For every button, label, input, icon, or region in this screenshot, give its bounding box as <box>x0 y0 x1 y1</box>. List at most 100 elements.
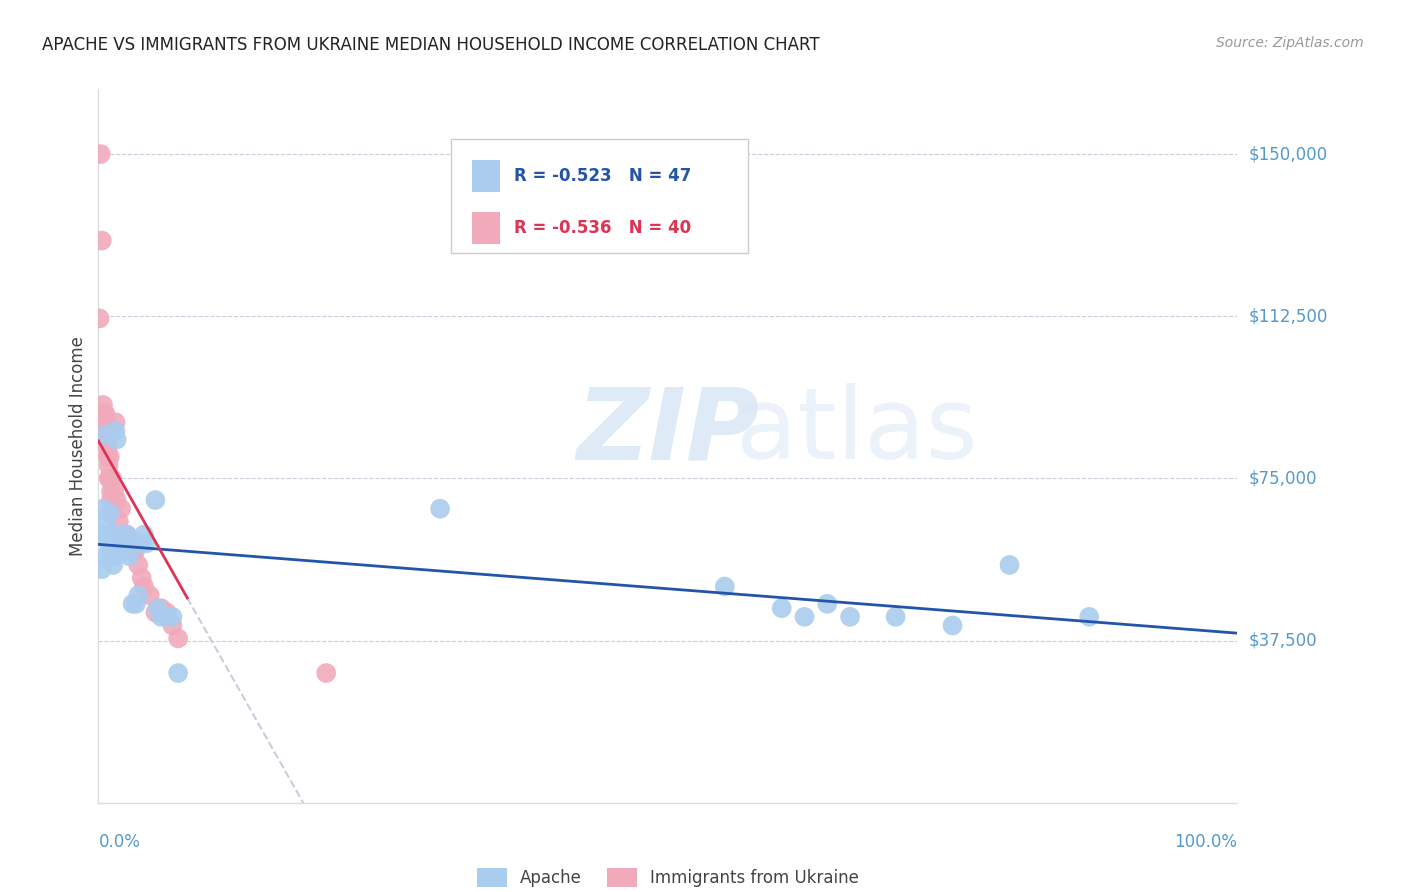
Point <box>98 527 121 541</box>
Point <box>120 536 142 550</box>
Point <box>100 493 122 508</box>
Point <box>93 424 115 438</box>
Point <box>90 147 112 161</box>
Point <box>121 597 143 611</box>
Point <box>112 536 135 550</box>
Point <box>167 666 190 681</box>
Point <box>104 415 127 429</box>
Point <box>793 610 815 624</box>
Point <box>315 666 337 681</box>
Text: $112,500: $112,500 <box>1249 307 1327 326</box>
Point <box>167 632 190 646</box>
Point <box>94 549 117 564</box>
Point <box>115 527 138 541</box>
Point <box>150 610 173 624</box>
Point <box>94 428 117 442</box>
Point <box>108 527 131 541</box>
Point <box>146 601 169 615</box>
Text: atlas: atlas <box>737 384 977 480</box>
Point <box>96 415 118 429</box>
Point <box>127 588 149 602</box>
Point <box>90 527 112 541</box>
Point <box>101 536 124 550</box>
Point <box>156 606 179 620</box>
Text: $150,000: $150,000 <box>1249 145 1327 163</box>
Point <box>131 536 153 550</box>
Point <box>89 311 111 326</box>
Point <box>103 484 125 499</box>
Point <box>770 601 793 615</box>
Point <box>90 234 112 248</box>
Point <box>103 501 125 516</box>
Point <box>884 610 907 624</box>
Point <box>145 493 167 508</box>
Point <box>105 493 128 508</box>
Point <box>124 545 146 559</box>
Text: R = -0.536   N = 40: R = -0.536 N = 40 <box>515 219 692 237</box>
Point <box>942 618 965 632</box>
Point <box>114 545 136 559</box>
Point <box>101 527 124 541</box>
Point <box>132 580 155 594</box>
Text: R = -0.523   N = 47: R = -0.523 N = 47 <box>515 167 692 185</box>
Point <box>103 549 125 564</box>
FancyBboxPatch shape <box>472 160 501 192</box>
Point <box>125 597 148 611</box>
Point <box>815 597 838 611</box>
FancyBboxPatch shape <box>472 212 501 244</box>
Point <box>156 610 179 624</box>
Point <box>96 433 118 447</box>
Point <box>110 501 132 516</box>
Text: 100.0%: 100.0% <box>1174 833 1237 851</box>
Point <box>98 506 121 520</box>
Point <box>96 515 118 529</box>
Point <box>162 618 184 632</box>
Point <box>96 527 118 541</box>
Point <box>98 471 121 485</box>
Point <box>98 450 121 464</box>
FancyBboxPatch shape <box>451 139 748 253</box>
Point <box>91 501 114 516</box>
Point <box>100 549 122 564</box>
Point <box>118 549 141 564</box>
Text: $37,500: $37,500 <box>1249 632 1317 649</box>
Point <box>131 571 153 585</box>
Point <box>97 458 120 473</box>
Point <box>97 536 120 550</box>
Text: Source: ZipAtlas.com: Source: ZipAtlas.com <box>1216 36 1364 50</box>
Y-axis label: Median Household Income: Median Household Income <box>69 336 87 556</box>
Point <box>108 536 131 550</box>
Point <box>101 471 124 485</box>
Point <box>714 580 737 594</box>
Text: 0.0%: 0.0% <box>98 833 141 851</box>
Point <box>839 610 862 624</box>
Point <box>138 588 160 602</box>
Point <box>127 558 149 572</box>
Text: $75,000: $75,000 <box>1249 469 1317 487</box>
Point <box>104 424 127 438</box>
Point <box>100 484 122 499</box>
Point <box>429 501 451 516</box>
Point <box>96 450 118 464</box>
Point <box>150 601 173 615</box>
Point <box>94 407 117 421</box>
Text: ZIP: ZIP <box>576 384 759 480</box>
Point <box>135 536 157 550</box>
Point <box>97 471 120 485</box>
Point <box>162 610 184 624</box>
Point <box>105 433 128 447</box>
Point <box>998 558 1021 572</box>
Point <box>112 527 135 541</box>
Point <box>145 606 167 620</box>
Point <box>103 536 125 550</box>
Point <box>110 536 132 550</box>
Point <box>93 407 115 421</box>
Point <box>103 558 125 572</box>
Point <box>115 527 138 541</box>
Point <box>132 527 155 541</box>
Point <box>91 398 114 412</box>
Point <box>108 515 131 529</box>
Text: APACHE VS IMMIGRANTS FROM UKRAINE MEDIAN HOUSEHOLD INCOME CORRELATION CHART: APACHE VS IMMIGRANTS FROM UKRAINE MEDIAN… <box>42 36 820 54</box>
Point <box>96 441 118 455</box>
Point <box>1078 610 1101 624</box>
